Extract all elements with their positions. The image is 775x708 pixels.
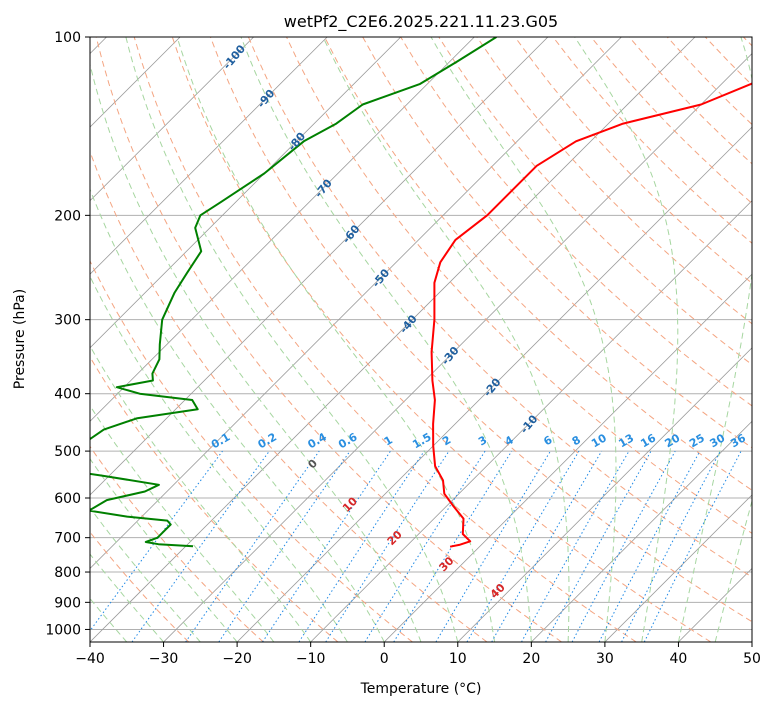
isotherm-line bbox=[531, 420, 752, 642]
moist-adiabat-line bbox=[90, 507, 201, 642]
sounding-series bbox=[90, 37, 752, 548]
moist-adiabat-line bbox=[90, 275, 348, 642]
isotherm-line bbox=[90, 37, 475, 422]
x-tick-label: 0 bbox=[380, 651, 389, 667]
x-tick-label: 40 bbox=[670, 651, 688, 667]
dry-adiabat-line bbox=[95, 37, 562, 642]
moist-adiabat-line bbox=[574, 37, 679, 642]
y-axis-label: Pressure (hPa) bbox=[12, 289, 28, 389]
chart-title: wetPf2_C2E6.2025.221.11.23.G05 bbox=[284, 12, 558, 32]
isotherm-line bbox=[90, 37, 402, 349]
dry-adiabat-line bbox=[133, 37, 637, 642]
axes: −40 −30 −20 −10 0 10 20 30 40 50 100 200 300 400 500 60… bbox=[45, 30, 761, 667]
mixing-ratio-line bbox=[262, 450, 391, 642]
moist-adiabat-line bbox=[90, 188, 385, 642]
isotherm-line bbox=[383, 273, 752, 642]
x-tick-label: −30 bbox=[149, 651, 179, 667]
y-tick-label: 600 bbox=[54, 491, 81, 507]
y-tick-label: 900 bbox=[54, 595, 81, 611]
moist-adiabat-line bbox=[322, 37, 570, 642]
x-tick-label: 30 bbox=[596, 651, 614, 667]
moist-adiabat-line bbox=[176, 37, 496, 642]
isotherm-line bbox=[604, 494, 752, 642]
mixing-ratio-line bbox=[131, 450, 270, 642]
y-tick-label: 800 bbox=[54, 565, 81, 581]
dry-adiabat-line bbox=[247, 37, 752, 578]
mixing-ratio-line bbox=[521, 450, 630, 642]
dry-adiabat-line bbox=[209, 37, 752, 623]
isotherm-line bbox=[163, 52, 752, 642]
isotherm-line bbox=[90, 37, 254, 202]
moist-adiabat-line bbox=[90, 457, 238, 642]
isotherm-line bbox=[236, 126, 752, 642]
temperature-profile-line bbox=[430, 82, 752, 548]
mixing-ratio-lines bbox=[90, 450, 742, 642]
moist-adiabats bbox=[90, 37, 752, 642]
mixing-ratio-line bbox=[643, 450, 742, 642]
isotherm-line bbox=[90, 37, 328, 275]
moist-adiabat-line bbox=[125, 37, 459, 642]
mixing-ratio-line bbox=[545, 450, 652, 642]
y-tick-label: 500 bbox=[54, 444, 81, 460]
mixing-ratio-line bbox=[325, 450, 450, 642]
x-tick-label: −10 bbox=[296, 651, 326, 667]
dry-adiabat-line bbox=[90, 445, 264, 642]
isotherm-line bbox=[90, 37, 549, 496]
moist-adiabat-line bbox=[677, 37, 752, 642]
dry-adiabat-line bbox=[90, 356, 339, 642]
mixing-ratio-line bbox=[185, 450, 320, 642]
dry-adiabat-line bbox=[324, 37, 752, 491]
moist-adiabat-line bbox=[240, 37, 532, 642]
y-tick-label: 300 bbox=[54, 313, 81, 329]
moist-adiabat-line bbox=[90, 345, 312, 642]
plot-frame bbox=[89, 36, 753, 643]
dry-adiabat-line bbox=[514, 37, 752, 284]
moist-adiabat-line bbox=[90, 62, 422, 642]
mixing-ratio-line bbox=[218, 450, 351, 642]
x-tick-label: −20 bbox=[222, 651, 252, 667]
y-tick-label: 700 bbox=[54, 531, 81, 547]
moist-adiabat-line bbox=[90, 404, 275, 642]
mixing-ratio-line bbox=[571, 450, 676, 642]
y-tick-label: 200 bbox=[54, 208, 81, 224]
x-tick-label: 10 bbox=[449, 651, 467, 667]
mixing-ratio-line bbox=[90, 450, 223, 632]
moist-adiabat-line bbox=[430, 37, 617, 642]
y-tick-label: 100 bbox=[54, 30, 81, 46]
dry-adiabat-line bbox=[286, 37, 752, 534]
mixing-ratio-line bbox=[298, 450, 425, 642]
moist-adiabat-line bbox=[714, 498, 752, 642]
x-tick-label: −40 bbox=[75, 651, 105, 667]
mixing-ratio-line bbox=[393, 450, 513, 642]
dry-adiabat-line bbox=[90, 259, 413, 642]
isotherm-line bbox=[457, 347, 752, 642]
isotherm-line bbox=[90, 37, 622, 570]
y-tick-label: 400 bbox=[54, 387, 81, 403]
moist-adiabat-line bbox=[90, 553, 164, 642]
dewpoint-profile-line bbox=[90, 37, 497, 548]
x-axis-label: Temperature (°C) bbox=[360, 681, 482, 697]
x-tick-label: 20 bbox=[522, 651, 540, 667]
moist-adiabat-line bbox=[90, 597, 128, 642]
x-tick-label: 50 bbox=[743, 651, 761, 667]
y-tick-label: 1000 bbox=[45, 622, 81, 638]
